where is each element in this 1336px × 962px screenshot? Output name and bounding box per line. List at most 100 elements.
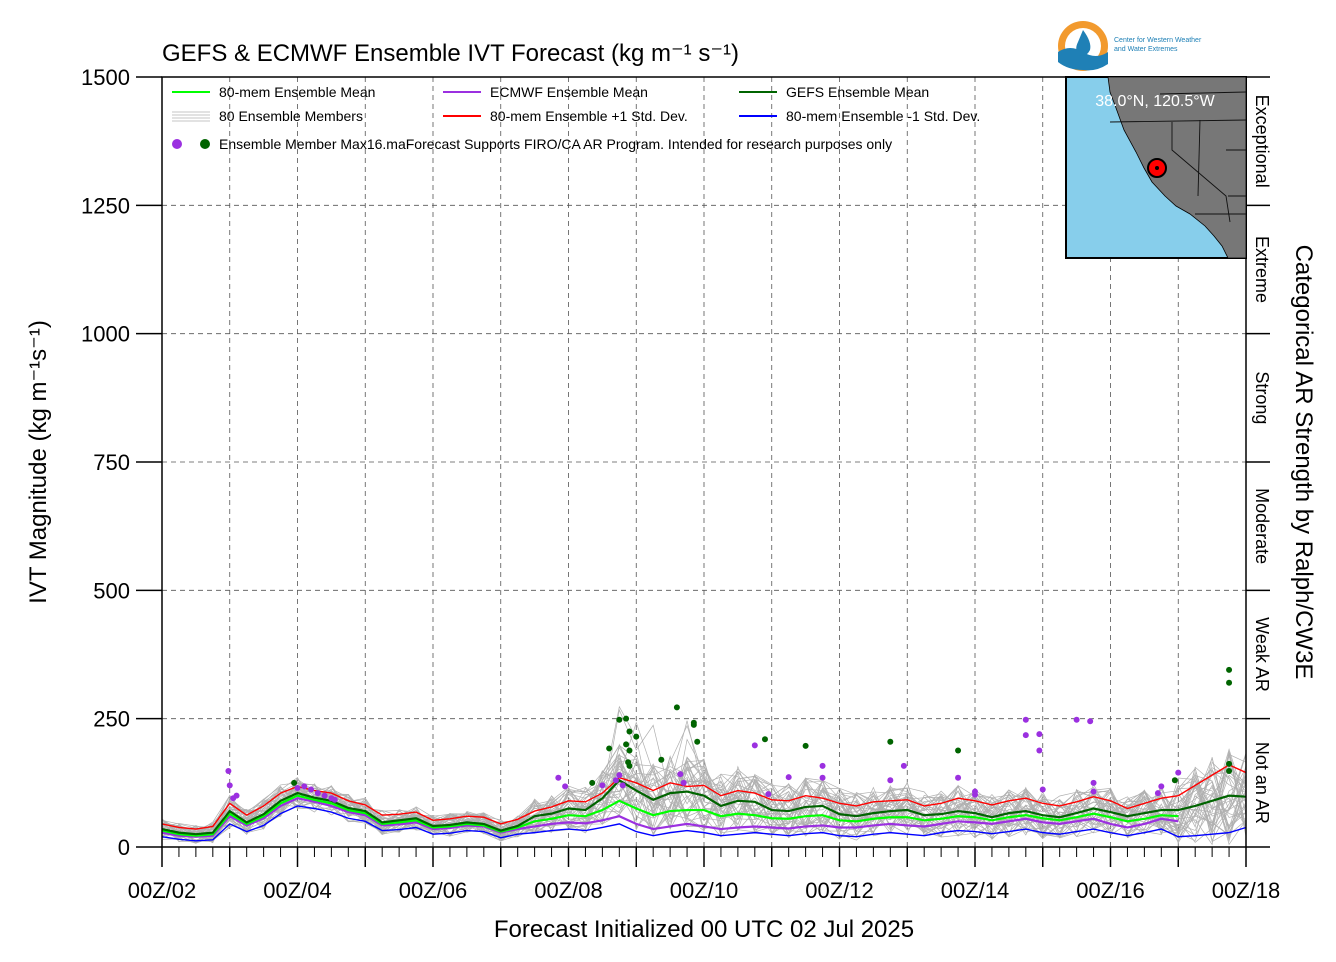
ecmwf-max-marker [677, 771, 684, 778]
ecmwf-max-marker [1158, 783, 1165, 790]
series-line-gefs-ensemble-mean [161, 778, 1247, 836]
ecmwf-max-marker [1036, 747, 1043, 754]
ecmwf-max-marker [1039, 786, 1046, 793]
ecmwf-max-marker [785, 774, 792, 781]
category-label: Exceptional [1252, 95, 1272, 188]
gefs-max-marker [626, 762, 633, 769]
x-tick-label: 00Z/04 [263, 878, 332, 903]
gefs-max-marker [291, 779, 298, 786]
ecmwf-max-marker [819, 774, 826, 781]
location-marker-dot [1155, 166, 1159, 170]
y-axis-title: IVT Magnitude (kg m⁻¹s⁻¹) [25, 320, 52, 604]
legend-dot-ecmwf [172, 139, 182, 149]
legend-label: 80-mem Ensemble -1 Std. Dev. [786, 108, 980, 124]
inset-map: 38.0°N, 120.5°W [1065, 76, 1247, 259]
category-label: Weak AR [1252, 617, 1272, 692]
chart-title: GEFS & ECMWF Ensemble IVT Forecast (kg m… [162, 40, 739, 67]
ecmwf-max-marker [819, 762, 826, 769]
ecmwf-max-marker [1154, 790, 1161, 797]
x-tick-label: 00Z/14 [941, 878, 1010, 903]
ecmwf-max-marker [1022, 716, 1029, 723]
category-label: Not an AR [1252, 742, 1272, 824]
ecmwf-max-marker [765, 791, 772, 798]
legend-dot-gefs [200, 139, 210, 149]
legend-label: ECMWF Ensemble Mean [490, 84, 648, 100]
gefs-max-marker [626, 747, 633, 754]
x-tick-label: 00Z/16 [1076, 878, 1145, 903]
ecmwf-max-marker [955, 774, 962, 781]
category-label: Strong [1252, 371, 1272, 424]
gefs-max-marker [616, 716, 623, 723]
gefs-max-marker [658, 756, 665, 763]
ecmwf-max-marker [1175, 769, 1182, 776]
gefs-max-marker [1226, 768, 1233, 775]
legend-label: Ensemble Member Max16.maForecast Support… [219, 136, 892, 152]
gefs-max-marker [1226, 679, 1233, 686]
y-tick-label: 750 [93, 450, 130, 475]
ecmwf-max-marker [225, 768, 232, 775]
x-tick-label: 00Z/06 [399, 878, 468, 903]
gefs-max-marker [761, 736, 768, 743]
ecmwf-max-marker [555, 774, 562, 781]
category-axis-title: Categorical AR Strength by Ralph/CW3E [1290, 245, 1317, 680]
ecmwf-max-marker [612, 777, 619, 784]
gefs-max-marker [623, 741, 630, 748]
ecmwf-max-marker [331, 796, 338, 803]
ecmwf-max-marker [1087, 718, 1094, 725]
ecmwf-max-marker [321, 792, 328, 799]
series-line-ecmwf-ensemble-mean [161, 797, 1179, 838]
legend: 80-mem Ensemble Mean ECMWF Ensemble Mean G… [172, 84, 980, 152]
gefs-max-marker [694, 738, 701, 745]
legend-label: 80-mem Ensemble +1 Std. Dev. [490, 108, 688, 124]
gefs-max-marker [589, 779, 596, 786]
ecmwf-max-marker [680, 779, 687, 786]
category-label: Extreme [1252, 236, 1272, 303]
gefs-max-marker [673, 704, 680, 711]
ecmwf-max-marker [301, 783, 308, 790]
gefs-max-marker [1171, 777, 1178, 784]
ecmwf-max-marker [751, 742, 758, 749]
map-land [1107, 76, 1247, 259]
ecmwf-max-marker [900, 762, 907, 769]
legend-label: GEFS Ensemble Mean [786, 84, 929, 100]
gefs-max-marker [623, 715, 630, 722]
ecmwf-max-marker [616, 772, 623, 779]
ecmwf-max-marker [599, 782, 606, 789]
ecmwf-max-marker [1036, 731, 1043, 738]
gefs-max-marker [1226, 760, 1233, 767]
ecmwf-max-marker [226, 782, 233, 789]
ecmwf-max-marker [314, 790, 321, 797]
x-tick-label: 00Z/02 [128, 878, 197, 903]
y-tick-label: 500 [93, 578, 130, 603]
x-tick-label: 00Z/12 [805, 878, 874, 903]
y-tick-label: 0 [118, 835, 130, 860]
logo-drop-icon [1076, 30, 1091, 56]
ecmwf-max-marker [1090, 788, 1097, 795]
gefs-max-marker [633, 733, 640, 740]
ecmwf-max-marker [972, 791, 978, 798]
gefs-max-marker [606, 745, 613, 752]
x-tick-label: 00Z/08 [534, 878, 603, 903]
series-lines [161, 764, 1247, 842]
gefs-max-marker [1226, 666, 1233, 673]
gefs-max-marker [690, 721, 697, 728]
gefs-max-marker [955, 747, 962, 754]
legend-label: 80-mem Ensemble Mean [219, 84, 375, 100]
y-tick-label: 1500 [81, 65, 130, 90]
gefs-max-marker [802, 742, 809, 749]
x-tick-label: 00Z/18 [1212, 878, 1281, 903]
x-tick-label: 00Z/10 [670, 878, 739, 903]
ecmwf-max-marker [562, 783, 569, 790]
grid-lines [162, 77, 1246, 847]
y-tick-label: 1000 [81, 322, 130, 347]
series-line-80-mem-ensemble-1-std-dev- [161, 805, 1247, 842]
category-axis: Not an AR Weak AR Moderate Strong Extreme Exc… [1246, 76, 1272, 848]
logo-line2: and Water Extremes [1114, 46, 1178, 53]
y-tick-label: 250 [93, 707, 130, 732]
ecmwf-max-marker [1022, 732, 1029, 739]
ecmwf-max-marker [1090, 779, 1097, 786]
ecmwf-max-marker [1073, 716, 1080, 723]
map-borders [1109, 91, 1247, 223]
logo-line1: Center for Western Weather [1114, 37, 1202, 44]
